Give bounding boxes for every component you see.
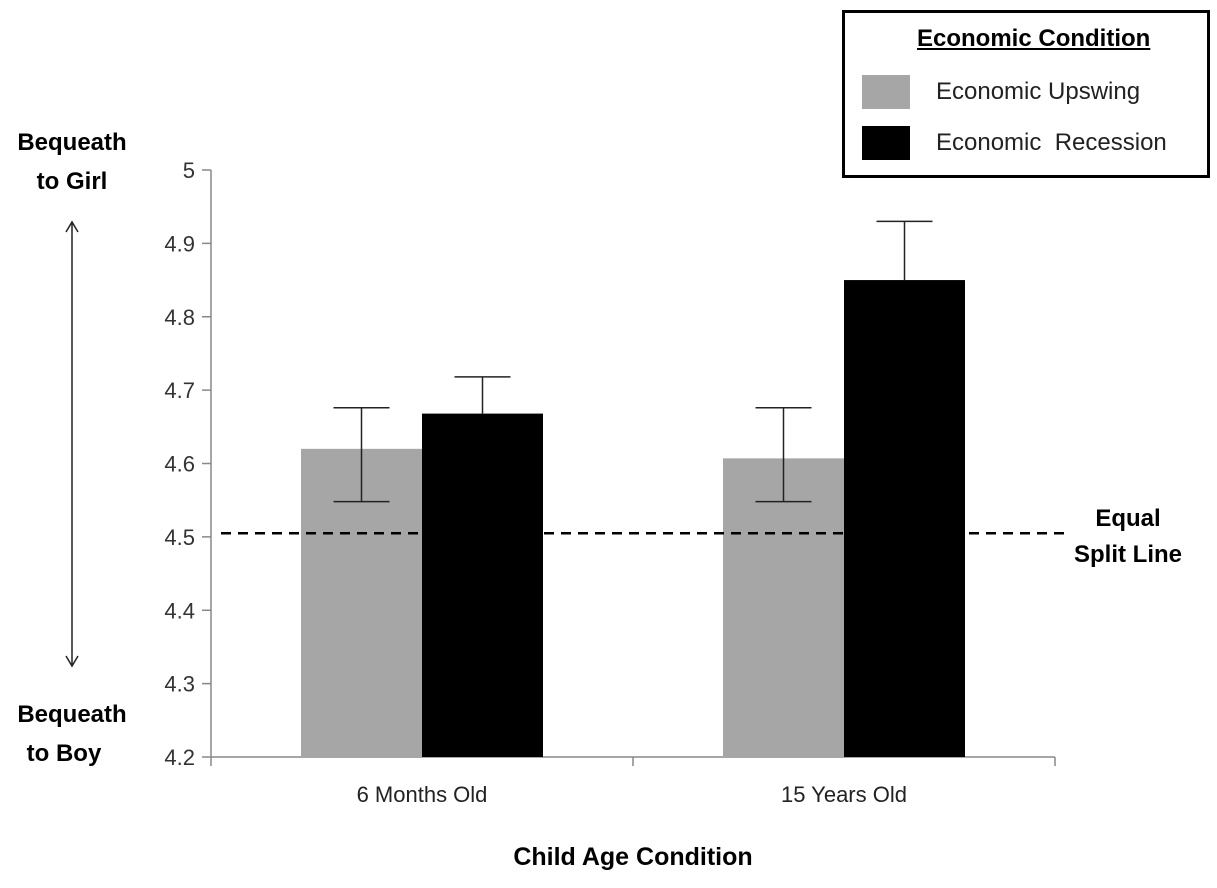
legend-swatch-upswing [862,75,910,109]
legend-item-recession: Economic Recession [862,125,1167,161]
legend-label-upswing: Economic Upswing [936,78,1141,105]
bottom-annotation-line1: Bequeath [17,701,126,728]
bars-group [301,280,965,757]
bar [422,413,543,757]
legend: Economic Condition Economic Upswing Econ… [842,10,1210,178]
reference-line-label: Equal Split Line [1074,505,1182,568]
y-tick-label: 4.6 [164,452,195,477]
legend-swatch-recession [862,126,910,160]
error-bars-group [333,220,933,503]
x-axis: 6 Months Old 15 Years Old [210,756,1056,807]
axis-direction-annotation: Bequeath to Girl Bequeath to Boy [17,129,126,767]
y-tick-label: 4.9 [164,231,195,256]
y-tick-label: 5 [183,158,195,183]
top-annotation-line2: to Girl [37,168,108,195]
y-tick-label: 4.4 [164,598,195,623]
legend-item-upswing: Economic Upswing [862,74,1140,110]
x-category-label: 15 Years Old [781,782,907,807]
y-tick-label: 4.5 [164,525,195,550]
legend-title: Economic Condition [917,25,1151,52]
arrow-up-icon [65,220,79,233]
bar [844,280,965,757]
bar [723,458,844,757]
y-tick-label: 4.8 [164,305,195,330]
top-annotation-line1: Bequeath [17,129,126,156]
x-category-label: 6 Months Old [357,782,488,807]
y-tick-label: 4.2 [164,745,195,770]
y-tick-label: 4.7 [164,378,195,403]
x-axis-title: Child Age Condition [513,843,752,871]
arrow-down-icon [65,655,79,668]
reference-label-line2: Split Line [1074,541,1182,568]
legend-label-recession: Economic Recession [936,129,1167,156]
bottom-annotation-line2: to Boy [27,740,102,767]
y-tick-label: 4.3 [164,672,195,697]
reference-label-line1: Equal [1095,505,1160,532]
y-axis: 4.2 4.3 4.4 4.5 4.6 4.7 4.8 4.9 5 [164,158,212,770]
